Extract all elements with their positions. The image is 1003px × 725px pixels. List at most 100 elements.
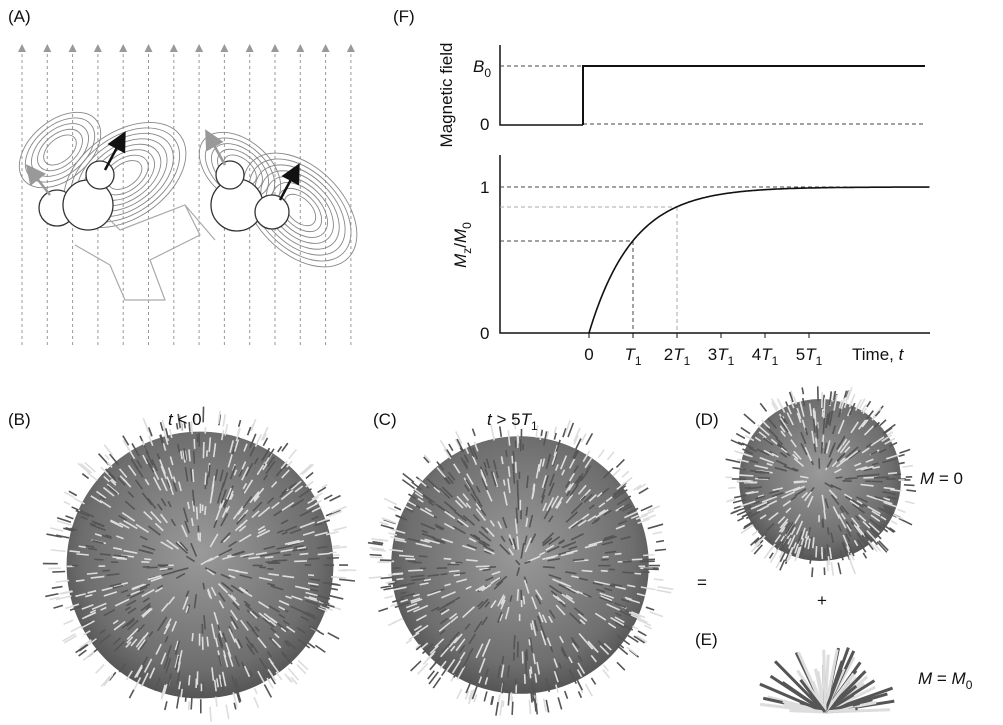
spin bbox=[106, 573, 120, 577]
spin bbox=[89, 609, 97, 614]
spin bbox=[459, 651, 466, 660]
spin bbox=[792, 467, 799, 472]
spin bbox=[538, 458, 543, 472]
spin bbox=[603, 587, 613, 592]
spin bbox=[418, 555, 428, 558]
spin bbox=[208, 437, 212, 452]
spin bbox=[189, 468, 193, 482]
spin bbox=[830, 484, 842, 491]
spin bbox=[263, 545, 276, 550]
spin bbox=[874, 526, 881, 532]
spin bbox=[616, 481, 627, 490]
spin bbox=[238, 469, 244, 477]
spin bbox=[175, 572, 186, 580]
spin bbox=[148, 630, 154, 638]
label-main: M bbox=[451, 253, 470, 268]
spin bbox=[203, 615, 206, 630]
spin bbox=[842, 542, 850, 558]
spin bbox=[249, 433, 257, 449]
spin bbox=[422, 652, 435, 665]
spin bbox=[91, 520, 105, 527]
spin bbox=[774, 660, 827, 714]
spin bbox=[441, 643, 451, 654]
spin bbox=[500, 456, 504, 465]
spin bbox=[155, 643, 162, 655]
spin bbox=[55, 534, 70, 539]
spin bbox=[305, 591, 318, 597]
spin bbox=[276, 544, 293, 550]
spin bbox=[253, 487, 265, 501]
spin bbox=[516, 589, 520, 601]
spin bbox=[331, 576, 347, 579]
spin bbox=[254, 433, 262, 447]
dipole-loop bbox=[266, 176, 334, 244]
tick-sub: 1 bbox=[816, 354, 823, 368]
spin bbox=[410, 574, 425, 578]
spin bbox=[298, 488, 312, 498]
spin bbox=[563, 690, 569, 700]
spin bbox=[571, 575, 579, 579]
spin bbox=[455, 431, 463, 445]
spin bbox=[426, 478, 439, 490]
caption: t > 5T1 bbox=[487, 410, 538, 433]
spin bbox=[110, 478, 117, 484]
spin bbox=[525, 649, 529, 661]
spin bbox=[799, 475, 809, 479]
spin bbox=[84, 461, 96, 473]
spin bbox=[579, 577, 589, 581]
spin bbox=[809, 555, 812, 564]
x-tick-label: 3T1 bbox=[708, 345, 735, 368]
spin bbox=[100, 534, 112, 540]
spin bbox=[774, 466, 787, 472]
spin bbox=[841, 438, 848, 446]
panel-label: (B) bbox=[8, 410, 31, 429]
spin bbox=[747, 486, 763, 490]
spin bbox=[188, 449, 191, 462]
spin bbox=[99, 495, 106, 501]
spin bbox=[768, 489, 780, 495]
spin bbox=[594, 580, 610, 586]
spin bbox=[535, 463, 540, 479]
spin bbox=[555, 501, 562, 510]
spin bbox=[50, 549, 66, 553]
spin bbox=[277, 529, 285, 534]
spin bbox=[176, 541, 188, 553]
spin bbox=[742, 448, 749, 453]
spin bbox=[627, 634, 639, 643]
spin bbox=[781, 491, 795, 499]
spin bbox=[610, 616, 625, 626]
spin bbox=[737, 517, 744, 522]
spin bbox=[80, 462, 93, 474]
spin bbox=[881, 434, 893, 442]
spin bbox=[438, 487, 451, 499]
spin bbox=[210, 483, 215, 497]
spin bbox=[856, 500, 863, 505]
spin bbox=[119, 475, 126, 482]
spin bbox=[95, 490, 107, 499]
spin bbox=[595, 508, 609, 519]
spin bbox=[632, 484, 642, 491]
spin bbox=[270, 481, 278, 488]
spin bbox=[804, 537, 808, 548]
spin bbox=[200, 557, 213, 566]
caption-text: < 0 bbox=[173, 410, 202, 429]
spin bbox=[204, 506, 207, 515]
spin bbox=[264, 555, 274, 559]
spin bbox=[490, 599, 497, 609]
spin bbox=[417, 478, 427, 487]
spin bbox=[570, 519, 584, 529]
spin bbox=[307, 642, 316, 649]
spin bbox=[55, 595, 72, 601]
spin bbox=[804, 427, 809, 436]
spin bbox=[218, 548, 233, 557]
spin bbox=[136, 459, 143, 469]
spin bbox=[439, 607, 447, 614]
spin bbox=[327, 556, 340, 560]
spin bbox=[484, 677, 489, 685]
spin bbox=[504, 606, 510, 620]
spin bbox=[398, 554, 414, 558]
spin bbox=[554, 496, 564, 509]
spin bbox=[90, 575, 105, 579]
spin bbox=[554, 464, 559, 471]
